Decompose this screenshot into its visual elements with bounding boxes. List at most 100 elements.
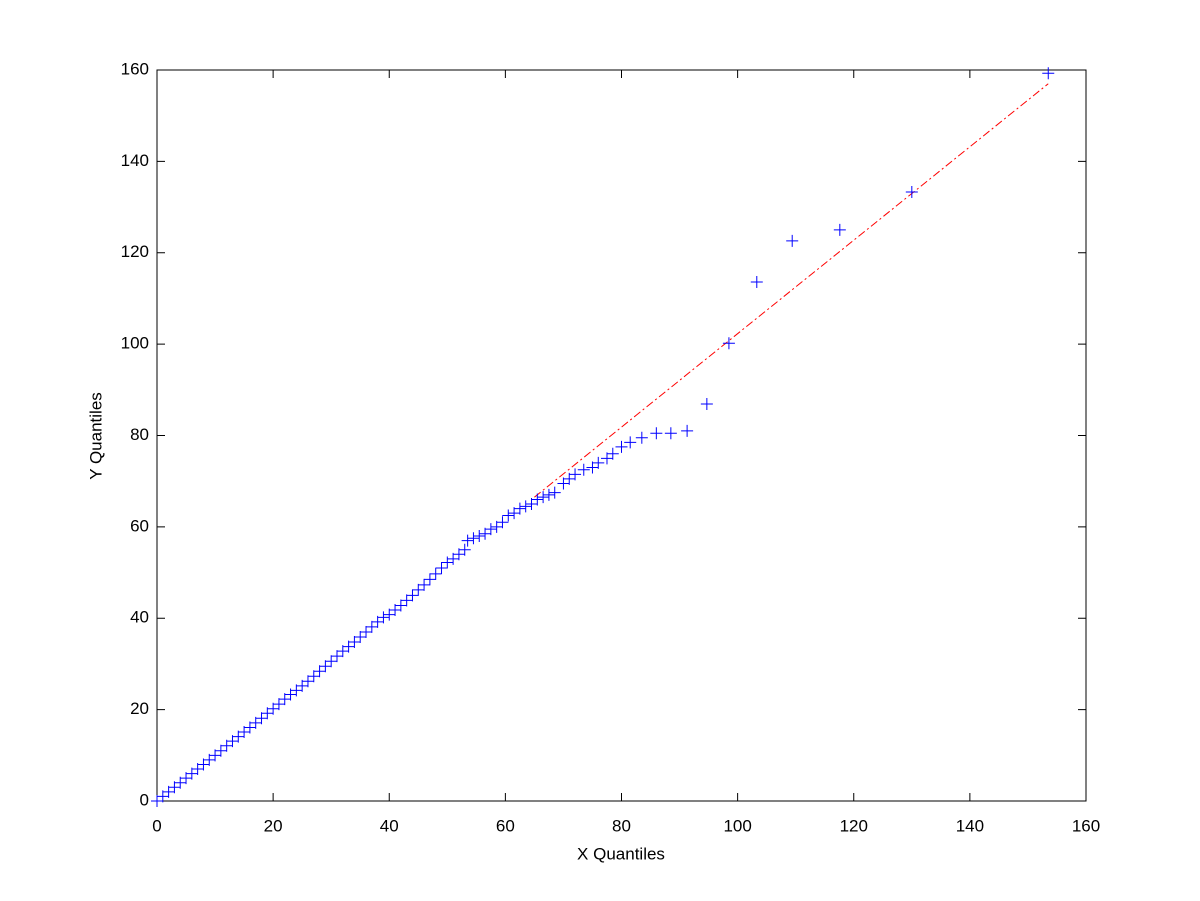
plot-frame bbox=[156, 69, 1087, 802]
point bbox=[400, 594, 413, 607]
point bbox=[214, 744, 227, 757]
point bbox=[525, 498, 538, 511]
point bbox=[542, 488, 555, 501]
point bbox=[786, 234, 799, 247]
point bbox=[412, 583, 425, 596]
point bbox=[418, 578, 431, 591]
point bbox=[548, 486, 561, 499]
point bbox=[267, 702, 280, 715]
point bbox=[226, 735, 239, 748]
point bbox=[319, 660, 332, 673]
x-tick-label: 160 bbox=[1072, 816, 1100, 835]
point bbox=[249, 716, 262, 729]
point bbox=[531, 493, 544, 506]
point bbox=[406, 589, 419, 602]
point bbox=[301, 675, 314, 688]
point bbox=[238, 726, 251, 739]
point bbox=[557, 477, 570, 490]
point bbox=[151, 795, 163, 807]
point bbox=[467, 532, 480, 545]
point bbox=[592, 456, 605, 469]
point bbox=[496, 516, 509, 529]
point bbox=[615, 440, 628, 453]
point bbox=[473, 530, 486, 543]
y-tick-label: 20 bbox=[130, 699, 149, 718]
y-tick-label: 100 bbox=[121, 334, 149, 353]
point bbox=[435, 561, 448, 574]
point bbox=[681, 424, 694, 437]
point bbox=[577, 463, 590, 476]
x-tick-label: 80 bbox=[612, 816, 631, 835]
y-tick-label: 60 bbox=[130, 516, 149, 535]
x-tick-label: 140 bbox=[956, 816, 984, 835]
x-tick-label: 100 bbox=[723, 816, 751, 835]
point bbox=[502, 509, 515, 522]
x-axis-label: X Quantiles bbox=[577, 844, 665, 863]
y-tick-label: 140 bbox=[121, 151, 149, 170]
y-tick-label: 40 bbox=[130, 608, 149, 627]
point bbox=[162, 785, 175, 798]
point bbox=[168, 781, 181, 794]
point bbox=[243, 721, 256, 734]
point bbox=[383, 608, 396, 621]
point bbox=[429, 567, 442, 580]
point bbox=[191, 763, 204, 776]
point bbox=[185, 767, 198, 780]
y-axis-label: Y Quantiles bbox=[86, 392, 105, 480]
point bbox=[833, 223, 846, 236]
reference-line bbox=[534, 83, 1049, 498]
point bbox=[484, 523, 497, 536]
point bbox=[508, 507, 521, 520]
point bbox=[325, 655, 338, 668]
point bbox=[635, 431, 648, 444]
point bbox=[307, 670, 320, 683]
point bbox=[203, 753, 216, 766]
point bbox=[360, 625, 373, 638]
point bbox=[180, 772, 193, 785]
x-tick-label: 40 bbox=[380, 816, 399, 835]
x-tick-label: 60 bbox=[496, 816, 515, 835]
point bbox=[700, 397, 713, 410]
point bbox=[174, 776, 187, 789]
y-tick-label: 160 bbox=[121, 59, 149, 78]
point bbox=[513, 502, 526, 515]
point bbox=[389, 604, 402, 617]
point bbox=[197, 758, 210, 771]
point bbox=[569, 468, 582, 481]
point bbox=[394, 599, 407, 612]
point bbox=[664, 427, 677, 440]
point bbox=[537, 491, 550, 504]
point bbox=[452, 548, 465, 561]
point bbox=[296, 679, 309, 692]
point bbox=[278, 693, 291, 706]
point bbox=[371, 615, 384, 628]
point bbox=[490, 520, 503, 533]
point bbox=[479, 527, 492, 540]
point bbox=[519, 500, 532, 513]
point bbox=[458, 543, 471, 556]
point bbox=[290, 684, 303, 697]
point bbox=[461, 534, 474, 547]
point bbox=[348, 636, 361, 649]
point bbox=[563, 472, 576, 485]
point bbox=[750, 275, 763, 288]
x-tick-label: 120 bbox=[840, 816, 868, 835]
y-tick-label: 120 bbox=[121, 242, 149, 261]
point bbox=[606, 447, 619, 460]
x-tick-label: 20 bbox=[264, 816, 283, 835]
point bbox=[330, 650, 343, 663]
point bbox=[342, 640, 355, 653]
point bbox=[600, 452, 613, 465]
y-tick-label: 0 bbox=[140, 790, 149, 809]
point bbox=[365, 620, 378, 633]
point bbox=[447, 552, 460, 565]
point bbox=[272, 698, 285, 711]
point bbox=[313, 665, 326, 678]
point bbox=[377, 611, 390, 624]
point bbox=[354, 630, 367, 643]
y-tick-label: 80 bbox=[130, 425, 149, 444]
point bbox=[650, 427, 663, 440]
point bbox=[209, 749, 222, 762]
point bbox=[905, 185, 918, 198]
